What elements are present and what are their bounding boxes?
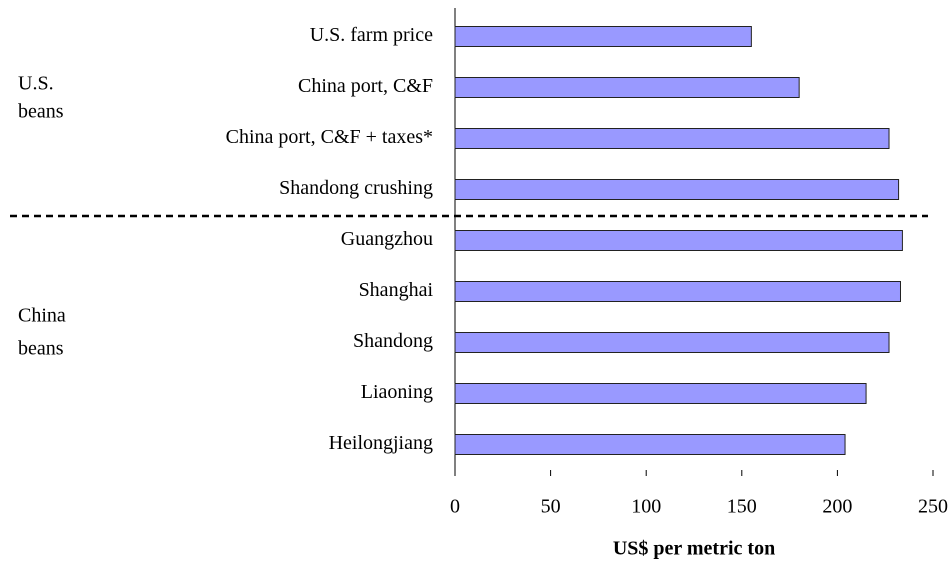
group-label: U.S.: [18, 73, 54, 95]
y-tick-label: Shandong crushing: [279, 177, 433, 199]
group-label: beans: [18, 338, 64, 360]
bar: [454, 26, 752, 47]
group-label: China: [18, 305, 66, 327]
y-tick-label: China port, C&F + taxes*: [226, 126, 433, 148]
y-tick-label: Guangzhou: [341, 228, 433, 250]
bar: [454, 434, 846, 455]
y-tick-label: China port, C&F: [298, 75, 433, 97]
x-tick-label: 100: [631, 496, 661, 518]
bar: [454, 179, 900, 200]
group-label: beans: [18, 101, 64, 123]
bar: [454, 77, 800, 98]
x-tick-label: 150: [727, 496, 757, 518]
y-tick-label: Heilongjiang: [329, 432, 433, 454]
x-axis-label: US$ per metric ton: [613, 538, 775, 560]
y-tick-label: Shandong: [353, 330, 433, 352]
x-tick-label: 50: [541, 496, 561, 518]
bar: [454, 332, 890, 353]
bar: [454, 128, 890, 149]
y-tick-label: Shanghai: [359, 279, 434, 301]
bar: [454, 230, 903, 251]
y-tick-label: Liaoning: [361, 381, 433, 403]
y-tick-label: U.S. farm price: [310, 24, 433, 46]
x-tick-label: 250: [918, 496, 948, 518]
bar: [454, 383, 867, 404]
x-tick-label: 0: [450, 496, 460, 518]
x-tick-label: 200: [822, 496, 852, 518]
bar: [454, 281, 901, 302]
